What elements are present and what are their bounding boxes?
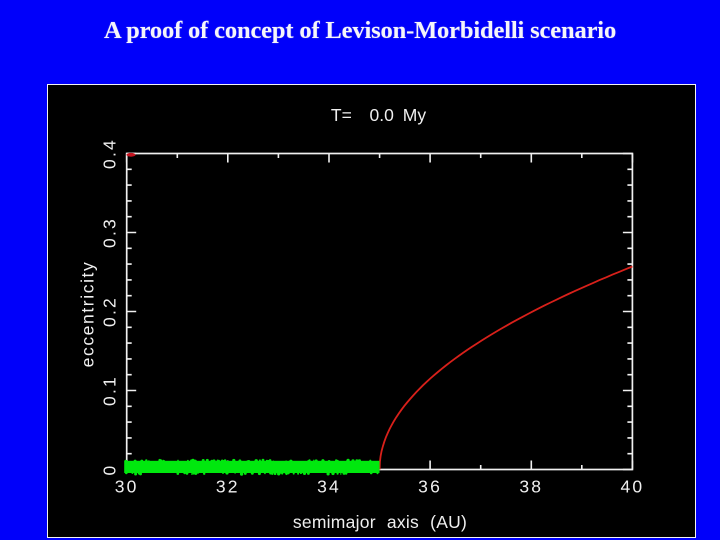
svg-text:34: 34 xyxy=(317,477,341,497)
svg-text:0.1: 0.1 xyxy=(100,375,120,406)
svg-text:semimajor axis (AU): semimajor axis (AU) xyxy=(293,512,467,532)
svg-text:30: 30 xyxy=(115,477,139,497)
svg-text:0.2: 0.2 xyxy=(100,296,120,327)
svg-text:0.3: 0.3 xyxy=(100,217,120,248)
svg-text:T= 0.0 My: T= 0.0 My xyxy=(331,105,426,125)
svg-text:0.4: 0.4 xyxy=(100,138,120,169)
svg-text:eccentricity: eccentricity xyxy=(78,261,98,368)
svg-text:38: 38 xyxy=(519,477,543,497)
svg-text:32: 32 xyxy=(216,477,240,497)
svg-text:0: 0 xyxy=(100,464,120,476)
svg-text:40: 40 xyxy=(620,477,644,497)
svg-text:36: 36 xyxy=(418,477,442,497)
